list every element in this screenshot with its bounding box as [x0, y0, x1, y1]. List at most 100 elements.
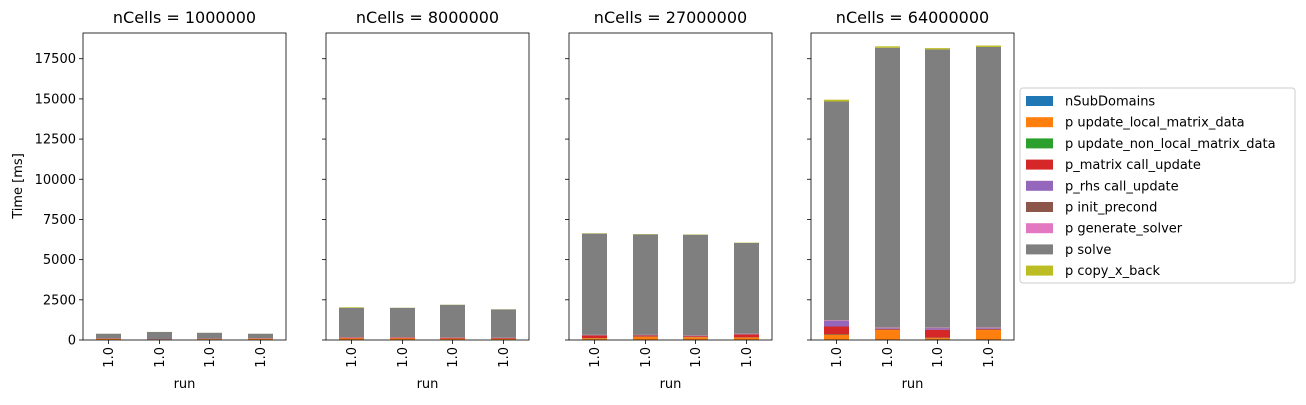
bar-segment: [633, 337, 658, 340]
bar-segment: [824, 321, 849, 327]
panel-title: nCells = 1000000: [113, 8, 256, 27]
y-tick-label: 0: [68, 334, 76, 349]
bar-segment: [976, 330, 1001, 340]
x-tick-label: 1.0: [396, 347, 411, 368]
x-tick-label: 1.0: [931, 347, 946, 368]
x-tick-label: 1.0: [254, 347, 269, 368]
y-tick-label: 2500: [43, 293, 76, 308]
x-axis-label: run: [660, 377, 682, 392]
bar-segment: [339, 307, 364, 308]
x-tick-label: 1.0: [639, 347, 654, 368]
bar-segment: [683, 235, 708, 336]
legend-label: p update_non_local_matrix_data: [1065, 137, 1276, 152]
legend-label: p_matrix call_update: [1065, 158, 1201, 173]
bar-segment: [197, 333, 222, 339]
x-axis-label: run: [417, 377, 439, 392]
y-tick-label: 15000: [35, 92, 76, 107]
plot-frame: [326, 33, 529, 340]
y-tick-label: 10000: [35, 173, 76, 188]
bar-segment: [491, 338, 516, 339]
x-axis-label: run: [902, 377, 924, 392]
bar-segment: [582, 336, 607, 339]
bar-segment: [390, 338, 415, 339]
x-tick-label: 1.0: [588, 347, 603, 368]
bar-segment: [440, 338, 465, 339]
legend-swatch: [1026, 160, 1053, 170]
bar-segment: [875, 48, 900, 328]
legend-label: nSubDomains: [1065, 95, 1155, 110]
x-tick-label: 1.0: [446, 347, 461, 368]
x-axis-label: run: [174, 377, 196, 392]
bar-segment: [339, 338, 364, 339]
x-tick-label: 1.0: [740, 347, 755, 368]
bar-segment: [976, 329, 1001, 330]
legend-label: p init_precond: [1065, 201, 1157, 216]
y-tick-label: 7500: [43, 213, 76, 228]
bar-segment: [976, 47, 1001, 327]
bar-segment: [683, 336, 708, 337]
x-tick-label: 1.0: [153, 347, 168, 368]
bar-segment: [824, 100, 849, 102]
legend-swatch: [1026, 181, 1053, 191]
x-tick-label: 1.0: [982, 347, 997, 368]
legend-label: p copy_x_back: [1065, 264, 1160, 279]
bar-segment: [925, 338, 950, 340]
legend-swatch: [1026, 117, 1053, 127]
bar-segment: [491, 309, 516, 337]
bar-segment: [925, 330, 950, 338]
bar-segment: [248, 334, 273, 339]
bar-segment: [824, 335, 849, 340]
legend-label: p update_local_matrix_data: [1065, 116, 1245, 131]
bar-segment: [875, 328, 900, 329]
legend-swatch: [1026, 223, 1053, 233]
bar-segment: [440, 305, 465, 338]
legend-swatch: [1026, 96, 1053, 106]
bar-segment: [925, 49, 950, 327]
panel-title: nCells = 64000000: [836, 8, 989, 27]
bar-segment: [824, 101, 849, 320]
bar-segment: [96, 334, 121, 339]
x-tick-label: 1.0: [830, 347, 845, 368]
bar-segment: [734, 243, 759, 334]
bar-segment: [734, 338, 759, 340]
bar-segment: [875, 330, 900, 340]
legend-label: p generate_solver: [1065, 222, 1183, 237]
x-tick-label: 1.0: [102, 347, 117, 368]
x-tick-label: 1.0: [689, 347, 704, 368]
x-tick-label: 1.0: [345, 347, 360, 368]
bar-segment: [147, 332, 172, 339]
x-tick-label: 1.0: [881, 347, 896, 368]
bar-segment: [875, 46, 900, 47]
bar-segment: [582, 234, 607, 335]
legend-swatch: [1026, 266, 1053, 276]
bar-segment: [976, 328, 1001, 329]
bar-segment: [976, 46, 1001, 47]
legend-swatch: [1026, 138, 1053, 148]
bar-segment: [734, 334, 759, 337]
bar-segment: [339, 308, 364, 337]
legend-label: p solve: [1065, 243, 1111, 258]
bar-segment: [824, 327, 849, 335]
legend-swatch: [1026, 244, 1053, 254]
bar-segment: [582, 338, 607, 340]
bar-segment: [390, 308, 415, 337]
y-axis-label: Time [ms]: [11, 153, 26, 220]
plot-frame: [83, 33, 286, 340]
y-tick-label: 17500: [35, 52, 76, 67]
bar-segment: [633, 234, 658, 334]
x-tick-label: 1.0: [497, 347, 512, 368]
y-tick-label: 12500: [35, 133, 76, 148]
bar-segment: [633, 336, 658, 337]
bar-segment: [925, 48, 950, 49]
panel-title: nCells = 8000000: [356, 8, 499, 27]
bar-segment: [925, 328, 950, 330]
legend-swatch: [1026, 202, 1053, 212]
bar-segment: [875, 329, 900, 330]
panel-title: nCells = 27000000: [594, 8, 747, 27]
legend-label: p_rhs call_update: [1065, 179, 1179, 194]
bar-segment: [683, 337, 708, 340]
y-tick-label: 5000: [43, 253, 76, 268]
x-tick-label: 1.0: [203, 347, 218, 368]
